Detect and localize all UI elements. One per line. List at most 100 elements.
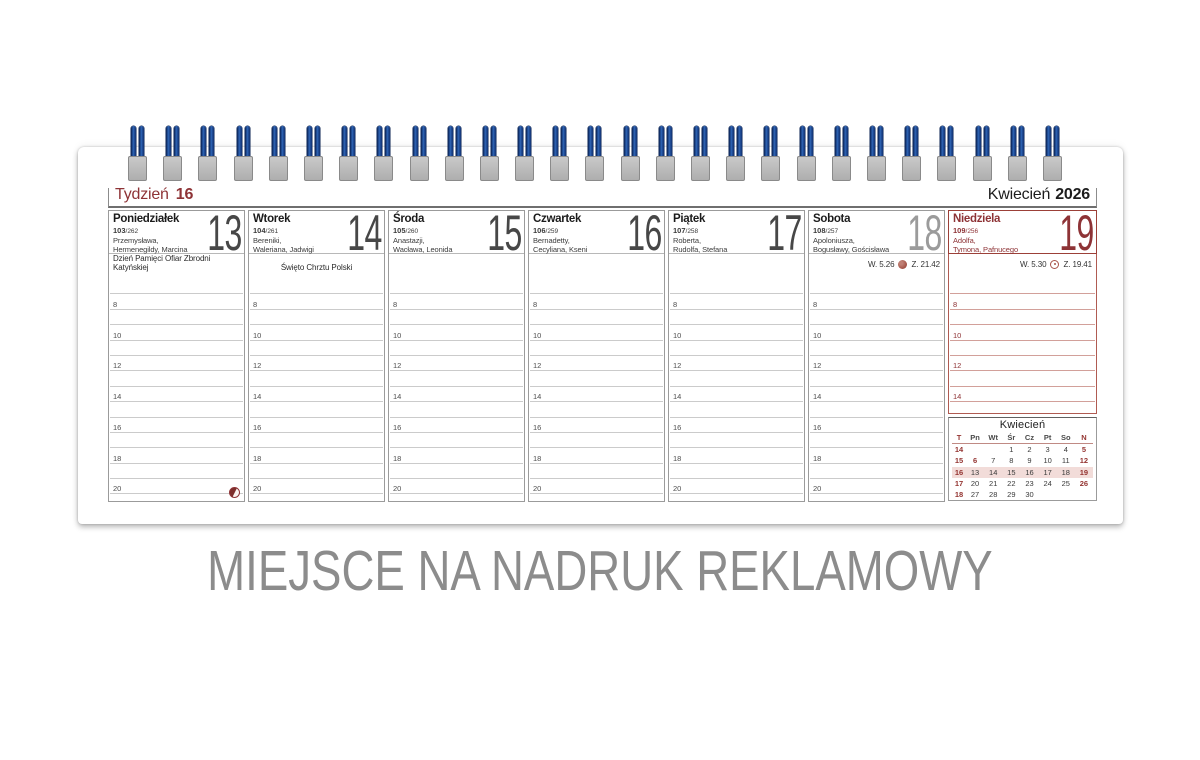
binding-hole-icon	[1042, 156, 1062, 181]
hour-line	[530, 310, 663, 326]
binding-coil	[444, 126, 464, 181]
hour-line: 10	[670, 325, 803, 341]
ad-zone: MIEJSCE NA NADRUK REKLAMOWY	[0, 541, 1200, 602]
hour-label: 18	[533, 453, 542, 463]
binding-coil	[585, 126, 605, 181]
day-name: Czwartek	[533, 213, 582, 225]
hour-label: 18	[813, 453, 822, 463]
hour-label: 18	[253, 453, 262, 463]
hour-line: 10	[390, 325, 523, 341]
binding-wire-icon	[764, 126, 770, 169]
mini-weekday-label: Wt	[988, 433, 998, 442]
hour-line: 12	[110, 356, 243, 372]
mini-day-cell: 18	[1061, 467, 1070, 477]
hour-label: 16	[533, 422, 542, 432]
hour-line	[530, 341, 663, 356]
mini-weekday-label: Pt	[1043, 433, 1052, 442]
day-header: Piątek 107/258 Roberta, Rudolfa, Stefana 17	[669, 208, 804, 258]
binding-wire-icon	[842, 126, 848, 169]
mini-day-cell: 13	[970, 467, 980, 477]
day-header: Sobota 108/257 Apoloniusza, Bogusławy, Gośc…	[809, 208, 944, 258]
hour-label: 10	[253, 330, 262, 340]
day-of-year-number: 106	[533, 225, 546, 235]
mini-week-row: 18 27 28 29 30	[952, 489, 1093, 500]
holiday-band: Święto Chrztu Polski	[249, 254, 384, 275]
hour-line: 20	[250, 479, 383, 495]
hour-label: 20	[813, 484, 822, 494]
day-column-poniedziałek: Poniedziałek 103/262 Przemysława, Hermenegi…	[108, 208, 245, 502]
hour-grid: 8 10 12 14 16 18 20	[109, 275, 244, 501]
binding-coil	[268, 126, 288, 181]
hour-line	[950, 341, 1095, 356]
binding-wire-icon	[306, 126, 312, 169]
hour-label: 10	[953, 330, 962, 340]
hour-label: 18	[393, 453, 402, 463]
hour-label: 20	[673, 484, 682, 494]
hour-line: 8	[810, 294, 943, 310]
mini-day-cell: 28	[989, 490, 998, 500]
hour-line: 10	[950, 325, 1095, 341]
binding-wire-icon	[271, 126, 277, 169]
month-label: Kwiecień	[987, 186, 1051, 203]
binding-coil	[1007, 126, 1027, 181]
calendar-card: Tydzień 16 Kwiecień 2026 Poniedziałek 103/2…	[78, 147, 1123, 524]
binding-wire-icon	[913, 126, 919, 169]
day-column-środa: Środa 105/260 Anastazji, Wacława, Leonida 15…	[388, 205, 525, 502]
hour-label: 16	[393, 422, 402, 432]
moon-phase-icon	[229, 487, 240, 498]
binding-coil	[972, 126, 992, 181]
days-left-number: /259	[545, 227, 559, 235]
hour-line: 18	[670, 448, 803, 464]
day-of-year-number: 108	[813, 225, 826, 235]
hour-line: 8	[950, 294, 1095, 310]
hour-label: 14	[533, 392, 542, 402]
hour-line	[810, 464, 943, 480]
binding-coil	[1042, 126, 1062, 181]
binding-wire-icon	[631, 126, 637, 169]
hour-line	[670, 433, 803, 449]
day-name: Wtorek	[253, 213, 291, 225]
hour-line	[670, 402, 803, 418]
mini-day-cell: 17	[1043, 467, 1052, 477]
binding-wire-icon	[596, 126, 602, 169]
hour-line	[250, 279, 383, 295]
binding-hole-icon	[233, 156, 253, 181]
holiday-band: Dzień Pamięci Ofiar Zbrodni Katyńskiej	[109, 254, 244, 275]
hour-line: 8	[670, 294, 803, 310]
binding-coil	[937, 126, 957, 181]
hour-line: 20	[390, 479, 523, 495]
hour-label: 10	[113, 330, 122, 340]
mini-week-number: 17	[954, 478, 964, 488]
binding-hole-icon	[409, 156, 429, 181]
binding-hole-icon	[726, 156, 746, 181]
binding-wire-icon	[1010, 126, 1016, 169]
binding-coil	[339, 126, 359, 181]
hour-line: 18	[250, 448, 383, 464]
hour-line: 8	[390, 294, 523, 310]
binding-coil	[726, 126, 746, 181]
hour-line: 16	[670, 418, 803, 433]
hour-line	[390, 279, 523, 295]
binding-wire-icon	[772, 126, 778, 169]
hour-grid: 8 10 12 14 16 18 20	[809, 275, 944, 501]
hour-label: 16	[253, 422, 262, 432]
days-left-number: /256	[965, 227, 979, 235]
day-of-year-number: 107	[673, 225, 686, 235]
holiday-label: Dzień Pamięci Ofiar Zbrodni Katyńskiej	[113, 254, 211, 272]
hour-label: 12	[953, 361, 962, 371]
day-column-czwartek: Czwartek 106/259 Bernadetty, Cecyliana, Kse…	[528, 208, 665, 502]
hour-line	[810, 371, 943, 387]
hour-line: 14	[390, 387, 523, 403]
hour-label: 12	[393, 361, 402, 371]
mini-day-cell: 11	[1061, 456, 1070, 466]
day-number: 15	[487, 205, 523, 261]
binding-hole-icon	[479, 156, 499, 181]
binding-wire-icon	[799, 126, 805, 169]
hour-line	[110, 464, 243, 480]
day-header: Niedziela 109/256 Adolfa, Tymona, Pafnucego…	[948, 208, 1097, 258]
binding-wire-icon	[209, 126, 215, 169]
hour-line: 12	[250, 356, 383, 372]
binding-wire-icon	[702, 126, 707, 169]
mini-day-cell: 22	[1007, 478, 1016, 488]
mini-day-cell: 21	[989, 478, 998, 488]
